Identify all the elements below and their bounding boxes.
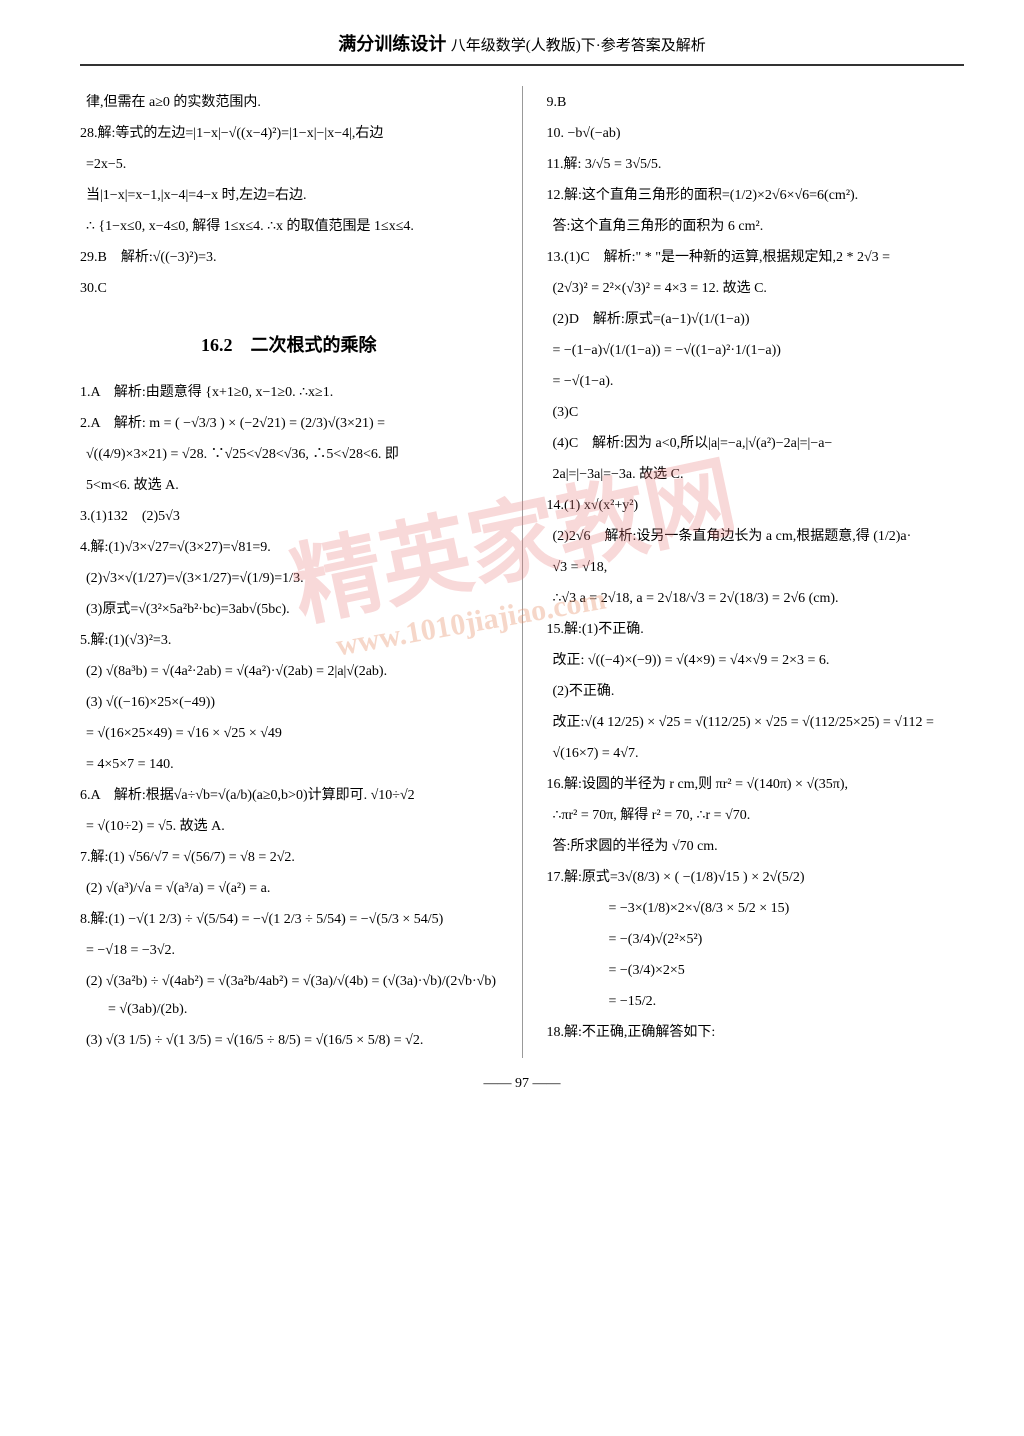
text-line: ∴πr² = 70π, 解得 r² = 70, ∴r = √70. (547, 802, 965, 830)
text-line: 18.解:不正确,正确解答如下: (547, 1019, 965, 1047)
text-line: 17.解:原式=3√(8/3) × ( −(1/8)√15 ) × 2√(5/2… (547, 864, 965, 892)
text-line: 29.B 解析:√((−3)²)=3. (80, 244, 498, 272)
text-line: 9.B (547, 89, 965, 117)
text-line: 4.解:(1)√3×√27=√(3×27)=√81=9. (80, 534, 498, 562)
content-columns: 律,但需在 a≥0 的实数范围内. 28.解:等式的左边=|1−x|−√((x−… (80, 86, 964, 1058)
text-line: 14.(1) x√(x²+y²) (547, 492, 965, 520)
text-line: 6.A 解析:根据√a÷√b=√(a/b)(a≥0,b>0)计算即可. √10÷… (80, 782, 498, 810)
text-line: (3) √((−16)×25×(−49)) (80, 689, 498, 717)
text-line: = −15/2. (547, 988, 965, 1016)
text-line: 16.解:设圆的半径为 r cm,则 πr² = √(140π) × √(35π… (547, 771, 965, 799)
text-line: (4)C 解析:因为 a<0,所以|a|=−a,|√(a²)−2a|=|−a− (547, 430, 965, 458)
page-number-value: 97 (515, 1076, 529, 1091)
text-line: (2)D 解析:原式=(a−1)√(1/(1−a)) (547, 306, 965, 334)
text-line: 改正:√(4 12/25) × √25 = √(112/25) × √25 = … (547, 709, 965, 737)
text-line: 答:所求圆的半径为 √70 cm. (547, 833, 965, 861)
text-line: (3)原式=√(3²×5a²b²·bc)=3ab√(5bc). (80, 596, 498, 624)
page-number: —— 97 —— (80, 1076, 964, 1092)
text-line: 12.解:这个直角三角形的面积=(1/2)×2√6×√6=6(cm²). (547, 182, 965, 210)
left-column: 律,但需在 a≥0 的实数范围内. 28.解:等式的左边=|1−x|−√((x−… (80, 86, 498, 1058)
text-line: 28.解:等式的左边=|1−x|−√((x−4)²)=|1−x|−|x−4|,右… (80, 120, 498, 148)
text-line: (3)C (547, 399, 965, 427)
text-line: (2) √(8a³b) = √(4a²·2ab) = √(4a²)·√(2ab)… (80, 658, 498, 686)
text-line: (2)√3×√(1/27)=√(3×1/27)=√(1/9)=1/3. (80, 565, 498, 593)
text-line: 13.(1)C 解析:" * "是一种新的运算,根据规定知,2 * 2√3 = (547, 244, 965, 272)
text-line: = −√18 = −3√2. (80, 937, 498, 965)
text-line: 30.C (80, 275, 498, 303)
text-line: = −(3/4)×2×5 (547, 957, 965, 985)
text-line: 律,但需在 a≥0 的实数范围内. (80, 89, 498, 117)
text-line: = √(10÷2) = √5. 故选 A. (80, 813, 498, 841)
text-line: 7.解:(1) √56/√7 = √(56/7) = √8 = 2√2. (80, 844, 498, 872)
section-title: 16.2 二次根式的乘除 (80, 327, 498, 363)
text-line: = √(16×25×49) = √16 × √25 × √49 (80, 720, 498, 748)
page-root: 满分训练设计 八年级数学(人教版)下·参考答案及解析 精英家教网 www.101… (0, 0, 1024, 1112)
text-line: 3.(1)132 (2)5√3 (80, 503, 498, 531)
text-line: =2x−5. (80, 151, 498, 179)
text-line: = −(1−a)√(1/(1−a)) = −√((1−a)²·1/(1−a)) (547, 337, 965, 365)
text-line: √((4/9)×3×21) = √28. ∵√25<√28<√36, ∴5<√2… (80, 441, 498, 469)
column-divider (522, 86, 523, 1058)
text-line: 5.解:(1)(√3)²=3. (80, 627, 498, 655)
text-line: 当|1−x|=x−1,|x−4|=4−x 时,左边=右边. (80, 182, 498, 210)
text-line: = −3×(1/8)×2×√(8/3 × 5/2 × 15) (547, 895, 965, 923)
text-line: 5<m<6. 故选 A. (80, 472, 498, 500)
text-line: 改正: √((−4)×(−9)) = √(4×9) = √4×√9 = 2×3 … (547, 647, 965, 675)
text-line: = −√(1−a). (547, 368, 965, 396)
text-line: (2)2√6 解析:设另一条直角边长为 a cm,根据题意,得 (1/2)a· (547, 523, 965, 551)
text-line: ∴ {1−x≤0, x−4≤0, 解得 1≤x≤4. ∴x 的取值范围是 1≤x… (80, 213, 498, 241)
text-line: 10. −b√(−ab) (547, 120, 965, 148)
text-line: √3 = √18, (547, 554, 965, 582)
text-line: 1.A 解析:由题意得 {x+1≥0, x−1≥0. ∴x≥1. (80, 379, 498, 407)
text-line: = −(3/4)√(2²×5²) (547, 926, 965, 954)
text-line: 11.解: 3/√5 = 3√5/5. (547, 151, 965, 179)
header-title-sub: 八年级数学(人教版)下·参考答案及解析 (451, 38, 706, 54)
text-line: 2.A 解析: m = ( −√3/3 ) × (−2√21) = (2/3)√… (80, 410, 498, 438)
text-line: 2a|=|−3a|=−3a. 故选 C. (547, 461, 965, 489)
text-line: 15.解:(1)不正确. (547, 616, 965, 644)
text-line: (2) √(3a²b) ÷ √(4ab²) = √(3a²b/4ab²) = √… (80, 968, 498, 1024)
page-header: 满分训练设计 八年级数学(人教版)下·参考答案及解析 (80, 30, 964, 66)
header-title-main: 满分训练设计 (338, 34, 446, 54)
text-line: ∴√3 a = 2√18, a = 2√18/√3 = 2√(18/3) = 2… (547, 585, 965, 613)
text-line: 答:这个直角三角形的面积为 6 cm². (547, 213, 965, 241)
text-line: = 4×5×7 = 140. (80, 751, 498, 779)
text-line: (2√3)² = 2²×(√3)² = 4×3 = 12. 故选 C. (547, 275, 965, 303)
text-line: (2) √(a³)/√a = √(a³/a) = √(a²) = a. (80, 875, 498, 903)
right-column: 9.B 10. −b√(−ab) 11.解: 3/√5 = 3√5/5. 12.… (547, 86, 965, 1058)
text-line: (3) √(3 1/5) ÷ √(1 3/5) = √(16/5 ÷ 8/5) … (80, 1027, 498, 1055)
text-line: (2)不正确. (547, 678, 965, 706)
text-line: √(16×7) = 4√7. (547, 740, 965, 768)
text-line: 8.解:(1) −√(1 2/3) ÷ √(5/54) = −√(1 2/3 ÷… (80, 906, 498, 934)
